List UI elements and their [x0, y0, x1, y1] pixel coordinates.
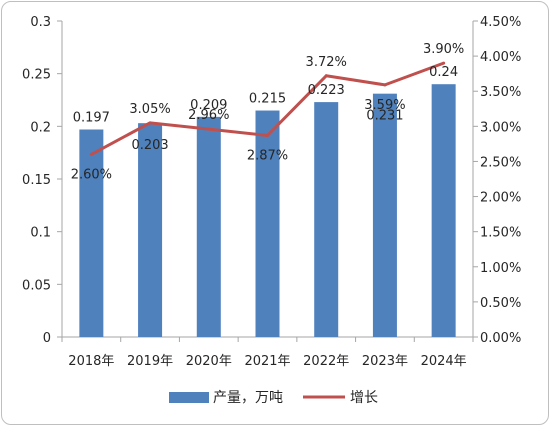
y-right-tick-label: 2.00% — [480, 191, 521, 206]
x-tick-label: 2020年 — [186, 354, 232, 369]
line-point — [89, 152, 93, 156]
line-value-label: 2.87% — [247, 148, 288, 163]
y-right-tick-label: 3.50% — [480, 85, 521, 100]
y-left-tick-label: 0.15 — [22, 173, 51, 188]
x-tick-label: 2023年 — [362, 354, 408, 369]
bar — [372, 93, 397, 338]
bar-value-label: 0.209 — [190, 98, 227, 113]
legend: 产量，万吨 增长 — [169, 390, 378, 406]
line-point — [148, 121, 152, 125]
bar — [196, 116, 221, 337]
y-left-tick-label: 0 — [43, 331, 51, 346]
line-point — [442, 61, 446, 65]
y-right-tick-label: 2.50% — [480, 155, 521, 170]
y-left-tick-label: 0.3 — [30, 15, 51, 30]
y-right-tick-label: 0.00% — [480, 331, 521, 346]
bar-value-label: 0.197 — [73, 110, 110, 125]
line-series — [89, 61, 446, 156]
bar-value-label: 0.223 — [308, 83, 345, 98]
y-right-tick-label: 4.50% — [480, 15, 521, 30]
y-left-tick-label: 0.25 — [22, 68, 51, 83]
y-left-tick-label: 0.1 — [30, 226, 51, 241]
line-value-label: 3.90% — [423, 42, 464, 57]
x-tick-label: 2018年 — [68, 354, 114, 369]
x-tick-label: 2022年 — [303, 354, 349, 369]
bar-value-label: 0.215 — [249, 92, 286, 107]
bar-value-label: 0.24 — [429, 65, 458, 80]
y-right-tick-label: 0.50% — [480, 296, 521, 311]
y-left-tick-label: 0.05 — [22, 278, 51, 293]
legend-label-bar: 产量，万吨 — [213, 390, 283, 406]
line-value-label: 3.59% — [364, 98, 405, 113]
bar-value-label: 0.203 — [131, 138, 168, 153]
line-point — [266, 133, 269, 137]
bar — [431, 84, 456, 337]
y-right-tick-label: 1.50% — [480, 226, 521, 241]
x-tick-label: 2024年 — [421, 354, 467, 369]
x-tick-label: 2021年 — [244, 354, 290, 369]
line-point — [383, 83, 387, 87]
y-left-tick-label: 0.2 — [30, 120, 51, 135]
legend-swatch-bar — [169, 392, 209, 403]
line-point — [207, 127, 211, 131]
bar-value-label: 0.231 — [366, 109, 403, 124]
line-value-label: 3.72% — [306, 55, 347, 70]
axes: 0 0.05 0.1 0.15 0.2 0.25 0.3 0.00% 0.50% 1.00% 1.5… — [22, 15, 521, 369]
y-right-tick-label: 4.00% — [480, 50, 521, 65]
line-point — [324, 74, 328, 78]
y-right-tick-label: 3.00% — [480, 120, 521, 135]
bar-series — [79, 84, 456, 338]
bar — [255, 110, 280, 338]
legend-label-line: 增长 — [350, 390, 378, 406]
bar — [138, 123, 163, 337]
line-value-label: 2.60% — [71, 167, 112, 182]
data-labels: 0.197 0.203 0.209 0.215 0.223 0.231 0.24 2.60% 3… — [71, 42, 465, 182]
x-tick-label: 2019年 — [127, 354, 173, 369]
line-value-label: 3.05% — [129, 102, 170, 117]
bar — [79, 129, 104, 337]
y-right-tick-label: 1.00% — [480, 261, 521, 276]
line-value-label: 2.96% — [188, 108, 229, 123]
bar — [314, 102, 339, 338]
